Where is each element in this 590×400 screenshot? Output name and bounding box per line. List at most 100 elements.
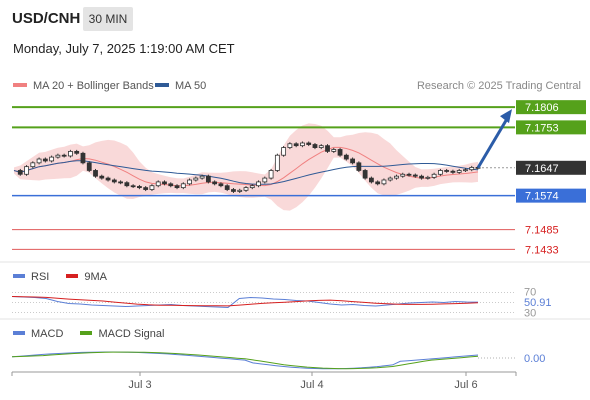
macd-signal-swatch	[80, 331, 93, 336]
level-tag-pivot	[516, 188, 586, 203]
rsi-ma-line	[11, 296, 479, 307]
candle	[300, 142, 305, 147]
chart-datetime: Monday, July 7, 2025 1:19:00 AM CET	[13, 41, 235, 56]
candle	[218, 183, 224, 187]
bollinger-band	[14, 123, 478, 211]
candle	[149, 185, 155, 190]
candle	[174, 185, 180, 189]
candle	[431, 173, 437, 178]
candle	[30, 162, 36, 168]
candle	[249, 185, 255, 189]
rsi-ma-label: 9MA	[84, 271, 108, 283]
candle	[375, 181, 381, 185]
candle	[356, 162, 362, 171]
projection-arrow	[476, 116, 510, 169]
legend-ma20: MA 20 + Bollinger Bands	[13, 80, 154, 94]
candle	[68, 150, 73, 157]
candle	[36, 158, 42, 164]
candle	[369, 177, 374, 183]
candle	[224, 185, 230, 190]
candle	[406, 173, 412, 176]
candle	[193, 177, 199, 181]
chart-header: USD/CNH 30 MIN Monday, July 7, 2025 1:19…	[0, 0, 590, 70]
candle	[105, 177, 111, 181]
candle	[243, 187, 249, 191]
candle	[419, 175, 424, 179]
macd-label: MACD	[31, 328, 64, 340]
timeframe-button[interactable]: 30 MIN	[83, 7, 133, 31]
level-tag-resistance	[516, 100, 586, 115]
level-label-current: 7.1647	[525, 163, 559, 175]
rsi-label-30: 30	[524, 308, 536, 320]
level-tag-resistance	[516, 120, 586, 135]
candle	[168, 183, 174, 187]
candle	[412, 174, 418, 177]
candle	[256, 181, 261, 187]
rsi-ma-swatch	[66, 274, 79, 279]
level-label-resistance: 7.1753	[525, 122, 559, 134]
candle	[469, 167, 475, 171]
candle	[74, 150, 80, 154]
candle	[55, 154, 61, 158]
candle	[268, 170, 274, 179]
rsi-value-label: 50.91	[524, 297, 552, 309]
rsi-swatch	[13, 274, 25, 279]
ma20-swatch	[13, 83, 27, 88]
candle	[463, 169, 468, 172]
candle	[262, 177, 268, 183]
candle	[450, 170, 456, 173]
level-tag-current	[516, 160, 586, 175]
candle	[394, 175, 399, 179]
candle	[143, 187, 149, 190]
legend-ma50: MA 50	[155, 80, 206, 94]
symbol-title: USD/CNH	[12, 10, 81, 27]
level-label-pivot: 7.1574	[525, 191, 559, 203]
ma50-label: MA 50	[175, 80, 207, 92]
candle	[362, 170, 368, 179]
candle	[281, 147, 287, 156]
rsi-legend: RSI 9MA	[13, 271, 121, 283]
candle	[437, 170, 443, 175]
candle	[293, 143, 299, 147]
level-label-support: 7.1485	[525, 225, 559, 237]
candle	[318, 145, 324, 148]
candle	[325, 145, 330, 152]
ma50-line	[13, 160, 479, 185]
candle	[124, 182, 130, 187]
candle	[312, 144, 318, 148]
macd-signal-line	[11, 351, 479, 370]
candle	[306, 142, 312, 145]
ma20-label: MA 20 + Bollinger Bands	[33, 80, 154, 92]
candle	[381, 179, 387, 185]
candle	[61, 154, 67, 157]
candle	[118, 181, 123, 184]
candle	[137, 186, 142, 189]
level-label-resistance: 7.1806	[525, 102, 559, 114]
candle	[343, 154, 349, 160]
candle	[337, 149, 343, 156]
ma50-swatch	[155, 83, 169, 88]
candle	[99, 175, 105, 179]
x-tick-label: Jul 6	[454, 379, 477, 391]
macd-value-label: 0.00	[524, 353, 545, 365]
candle	[24, 166, 29, 175]
candle	[155, 181, 161, 187]
ma20-line	[13, 146, 479, 187]
candle	[287, 143, 293, 148]
candle	[231, 189, 236, 192]
macd-legend: MACD MACD Signal	[13, 328, 178, 340]
x-tick-label: Jul 3	[128, 379, 151, 391]
rsi-line	[11, 296, 479, 309]
candle	[49, 156, 55, 162]
candle	[387, 177, 393, 181]
candle	[199, 175, 205, 179]
candle	[212, 181, 218, 185]
candle	[425, 176, 431, 179]
candle	[237, 189, 243, 192]
candle	[111, 179, 117, 183]
level-label-support: 7.1433	[525, 244, 559, 256]
research-credit: Research © 2025 Trading Central	[416, 80, 581, 92]
candle	[130, 185, 136, 188]
macd-swatch	[13, 331, 25, 336]
